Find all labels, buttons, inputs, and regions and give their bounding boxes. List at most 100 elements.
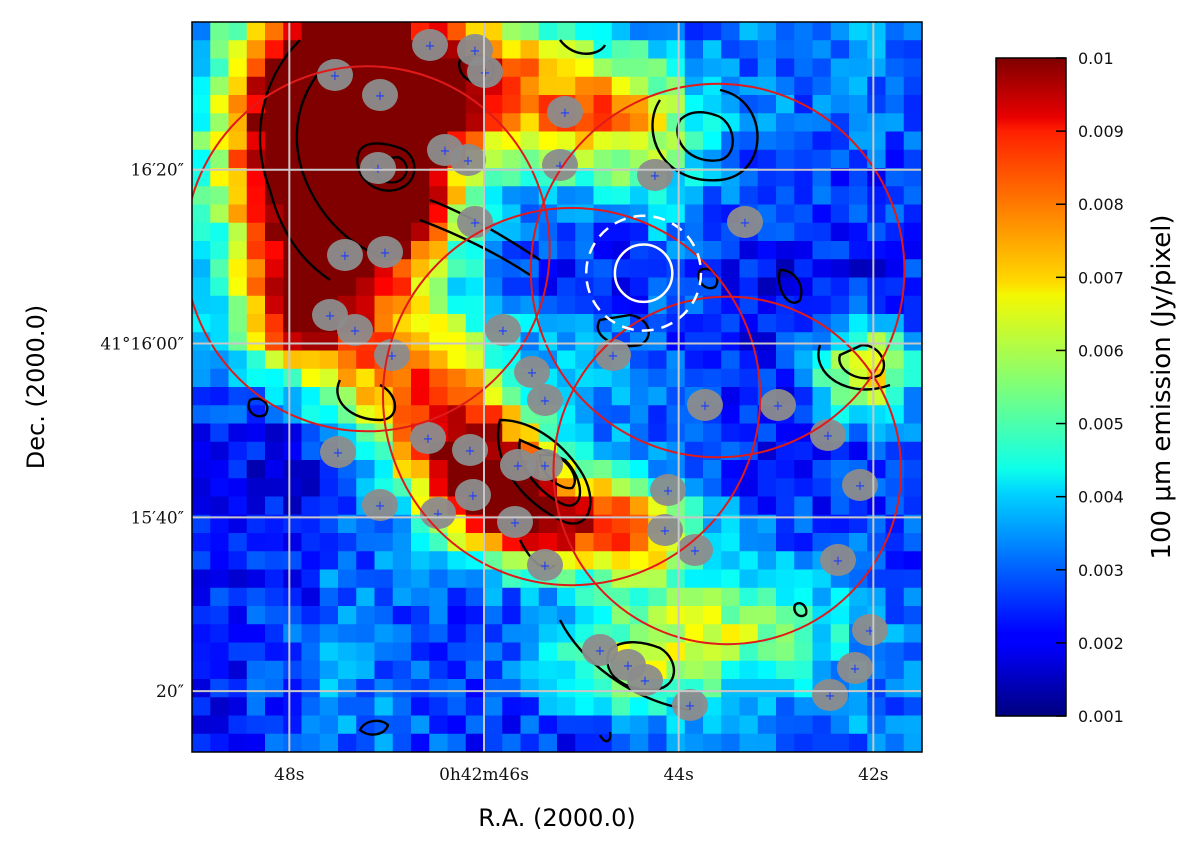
heatmap-cell <box>192 514 211 534</box>
heatmap-cell <box>392 697 412 717</box>
heatmap-cell <box>739 478 759 498</box>
heatmap-cell <box>903 405 922 425</box>
heatmap-cell <box>648 387 668 406</box>
heatmap-cell <box>319 368 339 388</box>
heatmap-cell <box>630 533 649 552</box>
heatmap-cell <box>265 642 284 662</box>
heatmap-cell <box>757 460 777 479</box>
heatmap-cell <box>575 295 595 315</box>
heatmap-cell <box>319 514 339 534</box>
heatmap-cell <box>611 168 631 187</box>
heatmap-cell <box>210 679 230 698</box>
heatmap-cell <box>593 368 613 388</box>
heatmap-cell <box>903 149 922 169</box>
source-blob <box>514 356 550 388</box>
heatmap-cell <box>903 624 922 644</box>
heatmap-cell <box>210 259 230 279</box>
heatmap-cell <box>228 624 248 644</box>
source-blob <box>650 474 686 506</box>
colorbar-tick-label: 0.001 <box>1078 707 1124 726</box>
heatmap-cell <box>885 660 905 680</box>
white-dashed-circle <box>584 214 703 332</box>
heatmap-cell <box>374 697 394 717</box>
heatmap-cell <box>757 715 777 735</box>
heatmap-cell <box>648 22 668 41</box>
heatmap-cell <box>520 660 540 680</box>
heatmap-cell <box>593 715 613 735</box>
heatmap-cell <box>374 314 394 333</box>
heatmap-cell <box>721 40 741 60</box>
heatmap-cell <box>557 332 576 352</box>
source-blob <box>452 434 488 466</box>
heatmap-cell <box>392 368 412 388</box>
heatmap-cell <box>703 606 722 625</box>
heatmap-cell <box>776 241 795 260</box>
heatmap-cell <box>265 350 284 370</box>
heatmap-cell <box>575 332 595 352</box>
heatmap-cell <box>301 131 321 151</box>
contour-line <box>606 641 675 692</box>
heatmap-cell <box>630 733 649 752</box>
heatmap-cell <box>611 186 631 206</box>
heatmap-cell <box>356 587 376 607</box>
heatmap-cell <box>703 113 722 133</box>
heatmap-cell <box>411 222 430 242</box>
heatmap-cell <box>246 423 266 443</box>
heatmap-cell <box>648 405 668 425</box>
heatmap-cell <box>392 295 412 315</box>
heatmap-cell <box>502 733 522 752</box>
heatmap-cell <box>849 350 868 370</box>
heatmap-cell <box>210 660 230 680</box>
heatmap-cell <box>392 40 412 60</box>
heatmap-cell <box>776 58 795 78</box>
heatmap-cell <box>228 569 248 589</box>
heatmap-cell <box>757 332 777 352</box>
heatmap-cell <box>721 533 741 552</box>
heatmap-cell <box>210 295 230 315</box>
heatmap-cell <box>484 642 503 662</box>
heatmap-cell <box>210 405 230 425</box>
heatmap-cell <box>830 76 850 96</box>
heatmap-cell <box>301 533 321 552</box>
heatmap-cell <box>666 204 686 224</box>
heatmap-cell <box>666 76 686 96</box>
heatmap-cell <box>465 533 485 552</box>
heatmap-cell <box>575 40 595 60</box>
heatmap-cell <box>502 222 522 242</box>
heatmap-cell <box>684 22 704 41</box>
heatmap-cell <box>538 679 558 698</box>
heatmap-cell <box>392 58 412 78</box>
heatmap-cell <box>429 733 449 752</box>
heatmap-cell <box>611 624 631 644</box>
heatmap-cell <box>484 186 503 206</box>
heatmap-cell <box>630 496 649 516</box>
heatmap-cell <box>739 679 759 698</box>
heatmap-cell <box>684 368 704 388</box>
heatmap-cell <box>739 533 759 552</box>
heatmap-cell <box>867 715 887 735</box>
heatmap-cell <box>611 76 631 96</box>
heatmap-cell <box>392 204 412 224</box>
colorbar: 0.01 0.009 0.008 0.007 0.006 0.005 0.004 0.003 0… <box>995 49 1177 726</box>
heatmap-cell <box>356 660 376 680</box>
heatmap-cell <box>885 40 905 60</box>
heatmap-cell <box>283 551 303 571</box>
heatmap-cell <box>794 569 814 589</box>
heatmap-area: +++ +++++ +++++ +++++++++ +++++++ +++++++++++… <box>191 21 923 753</box>
heatmap-cell <box>502 715 522 735</box>
heatmap-cell <box>520 22 540 41</box>
heatmap-cell <box>265 569 284 589</box>
heatmap-cell <box>192 460 211 479</box>
heatmap-cell <box>885 533 905 552</box>
heatmap-cell <box>630 368 649 388</box>
heatmap-cell <box>301 222 321 242</box>
heatmap-cell <box>192 76 211 96</box>
heatmap-cell <box>246 186 266 206</box>
heatmap-cell <box>356 387 376 406</box>
heatmap-cell <box>611 40 631 60</box>
heatmap-cell <box>885 350 905 370</box>
heatmap-cell <box>411 204 430 224</box>
heatmap-cell <box>648 186 668 206</box>
heatmap-cell <box>265 514 284 534</box>
heatmap-cell <box>520 314 540 333</box>
